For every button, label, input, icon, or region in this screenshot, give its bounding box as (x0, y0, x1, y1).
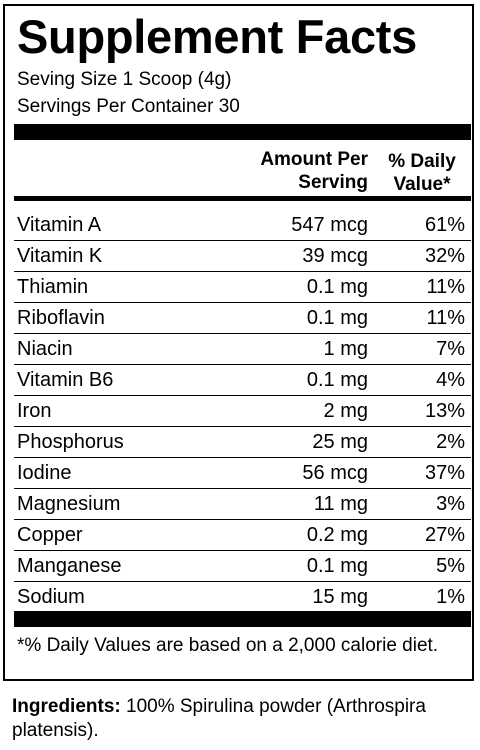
nutrient-row: Vitamin A 547 mcg 61% (14, 210, 471, 241)
panel-title: Supplement Facts (17, 10, 418, 63)
amount-per-serving-header: Amount Per Serving (228, 148, 368, 194)
nutrient-amount: 25 mg (312, 431, 368, 453)
nutrient-amount: 0.1 mg (306, 369, 368, 391)
nutrient-name: Magnesium (17, 493, 121, 515)
nutrient-row: Iodine 56 mcg 37% (14, 458, 471, 489)
nutrient-name: Vitamin B6 (17, 369, 114, 391)
dv-header-line1: % Daily (388, 151, 456, 172)
nutrient-row: Thiamin 0.1 mg 11% (14, 272, 471, 303)
nutrient-daily-value: 13% (424, 400, 465, 422)
nutrient-row: Magnesium 11 mg 3% (14, 489, 471, 520)
nutrient-amount: 0.1 mg (306, 555, 368, 577)
daily-value-footnote: *% Daily Values are based on a 2,000 cal… (17, 635, 439, 656)
nutrient-daily-value: 7% (436, 338, 465, 360)
nutrient-row: Manganese 0.1 mg 5% (14, 551, 471, 582)
nutrient-daily-value: 37% (424, 462, 465, 484)
nutrient-name: Phosphorus (17, 431, 124, 453)
nutrient-row: Vitamin K 39 mcg 32% (14, 241, 471, 272)
nutrient-amount: 2 mg (323, 400, 368, 422)
nutrient-name: Vitamin K (17, 245, 103, 267)
nutrient-name: Thiamin (17, 276, 89, 298)
amount-header-line2: Serving (298, 172, 368, 193)
supplement-facts-panel: Supplement Facts Seving Size 1 Scoop (4g… (3, 4, 474, 681)
nutrient-name: Niacin (17, 338, 73, 360)
nutrient-name: Riboflavin (17, 307, 105, 329)
nutrient-row: Niacin 1 mg 7% (14, 334, 471, 365)
thick-divider-top (14, 124, 471, 140)
nutrient-daily-value: 27% (424, 524, 465, 546)
nutrient-row: Copper 0.2 mg 27% (14, 520, 471, 551)
nutrient-name: Iodine (17, 462, 72, 484)
nutrient-amount: 1 mg (323, 338, 368, 360)
ingredients-label: Ingredients: (12, 696, 121, 717)
serving-size: Seving Size 1 Scoop (4g) (17, 69, 232, 90)
nutrient-table: Vitamin A 547 mcg 61% Vitamin K 39 mcg 32% Thi… (14, 210, 471, 612)
nutrient-amount: 15 mg (312, 586, 368, 608)
servings-per-container: Servings Per Container 30 (17, 96, 240, 117)
dv-header-line2: Value* (393, 174, 451, 195)
nutrient-amount: 0.1 mg (306, 307, 368, 329)
thin-divider-header (14, 196, 471, 201)
nutrient-daily-value: 61% (424, 214, 465, 236)
nutrient-amount: 0.2 mg (306, 524, 368, 546)
nutrient-name: Sodium (17, 586, 85, 608)
nutrient-daily-value: 5% (436, 555, 465, 577)
thick-divider-bottom (14, 611, 471, 627)
nutrient-name: Copper (17, 524, 83, 546)
amount-header-line1: Amount Per (260, 149, 368, 170)
nutrient-row: Iron 2 mg 13% (14, 396, 471, 427)
nutrient-row: Phosphorus 25 mg 2% (14, 427, 471, 458)
nutrient-daily-value: 11% (426, 276, 465, 298)
nutrient-amount: 56 mcg (302, 462, 368, 484)
nutrient-daily-value: 4% (436, 369, 465, 391)
nutrient-name: Vitamin A (17, 214, 102, 236)
nutrient-daily-value: 11% (426, 307, 465, 329)
nutrient-row: Vitamin B6 0.1 mg 4% (14, 365, 471, 396)
nutrient-amount: 0.1 mg (306, 276, 368, 298)
nutrient-row: Sodium 15 mg 1% (14, 582, 471, 612)
nutrient-amount: 547 mcg (291, 214, 368, 236)
nutrient-daily-value: 1% (436, 586, 465, 608)
nutrient-name: Manganese (17, 555, 122, 577)
daily-value-header: % Daily Value* (377, 150, 467, 196)
nutrient-daily-value: 32% (424, 245, 465, 267)
ingredients-statement: Ingredients: 100% Spirulina powder (Arth… (12, 695, 462, 743)
nutrient-row: Riboflavin 0.1 mg 11% (14, 303, 471, 334)
nutrient-daily-value: 2% (436, 431, 465, 453)
ingredients-text: 100% Spirulina powder (Arthrospira plate… (12, 696, 426, 741)
nutrient-daily-value: 3% (436, 493, 465, 515)
nutrient-amount: 11 mg (313, 493, 368, 515)
nutrient-amount: 39 mcg (302, 245, 368, 267)
nutrient-name: Iron (17, 400, 52, 422)
